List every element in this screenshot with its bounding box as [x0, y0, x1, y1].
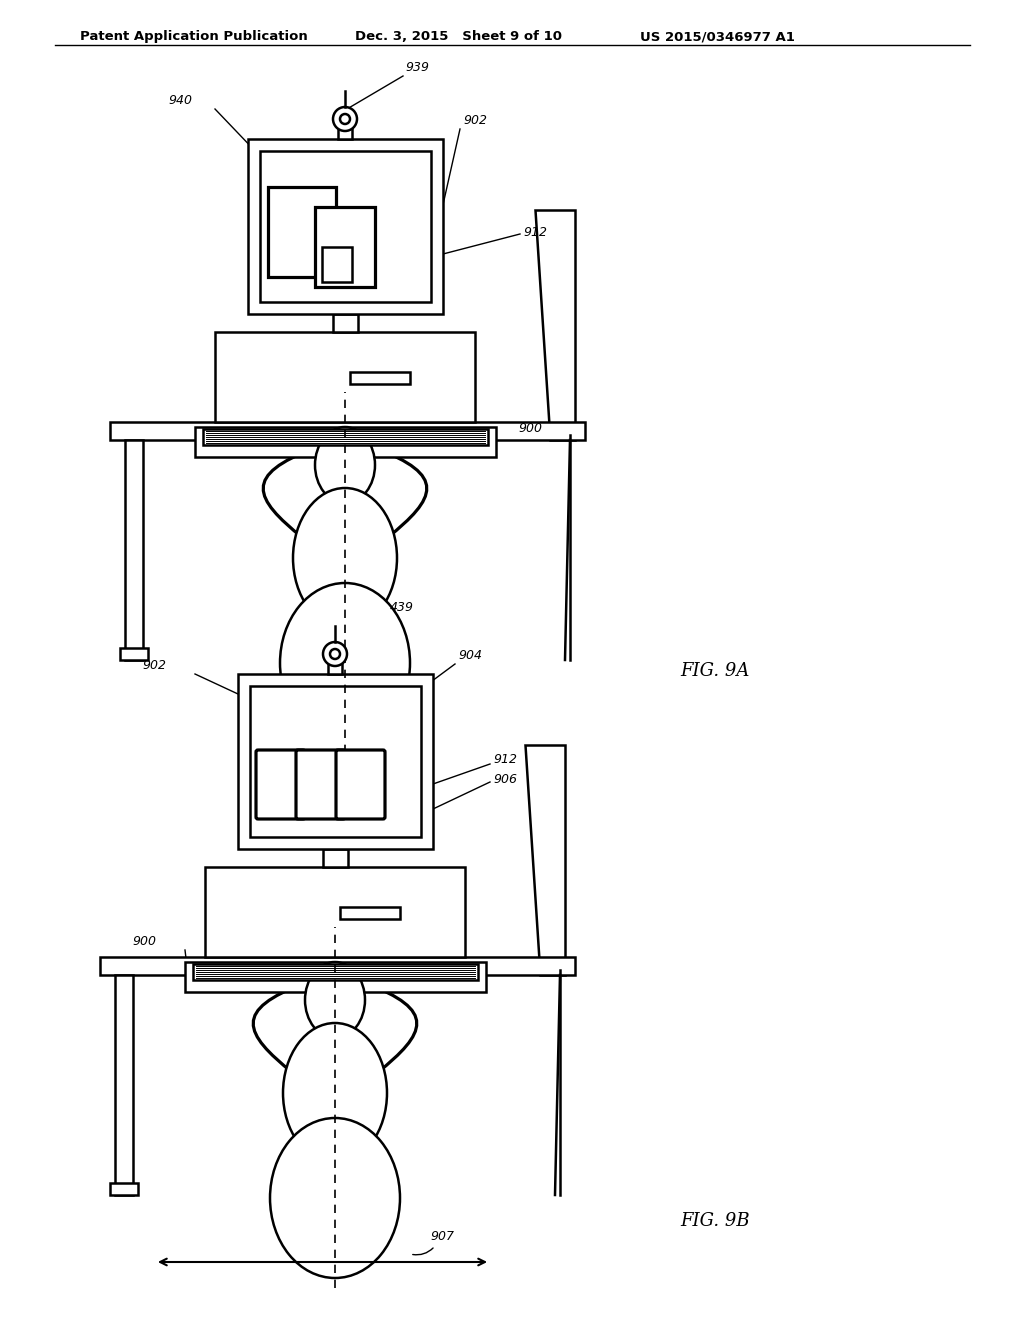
Text: 912: 912	[493, 752, 517, 766]
Bar	[195, 426, 496, 457]
Ellipse shape	[270, 1118, 400, 1278]
Text: 902: 902	[463, 114, 487, 127]
Text: 912: 912	[523, 226, 547, 239]
Ellipse shape	[293, 488, 397, 628]
Text: 939: 939	[406, 61, 429, 74]
Polygon shape	[525, 744, 565, 975]
Bar	[322, 247, 352, 282]
Text: 907: 907	[430, 1230, 454, 1243]
Bar	[323, 849, 348, 867]
Bar	[333, 314, 358, 333]
Bar	[205, 867, 465, 957]
Bar	[250, 686, 421, 837]
Ellipse shape	[283, 1023, 387, 1163]
Text: Dec. 3, 2015   Sheet 9 of 10: Dec. 3, 2015 Sheet 9 of 10	[355, 30, 562, 44]
FancyBboxPatch shape	[256, 750, 305, 818]
Text: 439: 439	[390, 601, 414, 614]
Text: 902: 902	[142, 659, 166, 672]
Bar	[268, 187, 336, 277]
Text: US 2015/0346977 A1: US 2015/0346977 A1	[640, 30, 795, 44]
Bar	[110, 422, 585, 440]
Circle shape	[333, 107, 357, 131]
Bar	[338, 125, 352, 139]
Ellipse shape	[315, 426, 375, 503]
Circle shape	[323, 642, 347, 667]
Circle shape	[340, 114, 350, 124]
Bar	[328, 660, 342, 675]
Bar	[185, 962, 486, 993]
Polygon shape	[535, 210, 575, 440]
Bar	[193, 964, 478, 979]
Text: 900: 900	[132, 935, 156, 948]
Circle shape	[330, 649, 340, 659]
Bar	[115, 975, 133, 1195]
Text: 940: 940	[168, 94, 193, 107]
Bar	[350, 372, 410, 384]
Bar	[340, 907, 400, 919]
Bar	[238, 675, 433, 849]
Bar	[248, 139, 443, 314]
Text: Patent Application Publication: Patent Application Publication	[80, 30, 308, 44]
FancyBboxPatch shape	[296, 750, 345, 818]
Bar	[125, 440, 143, 660]
FancyArrowPatch shape	[413, 1247, 433, 1255]
Bar	[100, 957, 575, 975]
Text: FIG. 9A: FIG. 9A	[680, 663, 750, 680]
Bar	[203, 429, 488, 445]
Ellipse shape	[305, 962, 365, 1038]
Bar	[315, 207, 375, 286]
Bar	[260, 150, 431, 302]
Bar	[215, 333, 475, 422]
Text: 906: 906	[493, 774, 517, 785]
Bar	[110, 1183, 138, 1195]
Bar	[120, 648, 148, 660]
FancyBboxPatch shape	[336, 750, 385, 818]
Text: FIG. 9B: FIG. 9B	[680, 1212, 750, 1230]
Ellipse shape	[280, 583, 410, 743]
Text: 900: 900	[518, 422, 542, 436]
Text: 904: 904	[458, 649, 482, 663]
